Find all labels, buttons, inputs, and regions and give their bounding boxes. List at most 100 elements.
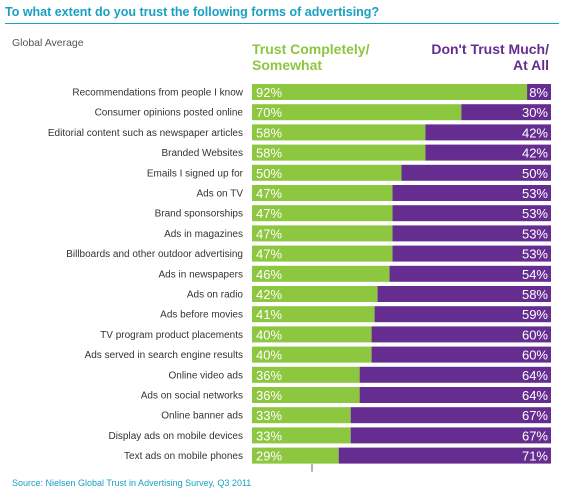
category-label: Recommendations from people I know: [72, 88, 243, 99]
category-label: Ads on social networks: [141, 391, 243, 402]
bar-trust: [252, 326, 372, 343]
category-label: Consumer opinions posted online: [95, 108, 244, 119]
bar-distrust: [527, 84, 551, 100]
bar-distrust: [461, 104, 551, 121]
bar-trust: [252, 104, 462, 121]
value-label-trust: 42%: [256, 287, 282, 302]
value-label-distrust: 8%: [529, 85, 548, 100]
legend-trust: Trust Completely/ Somewhat: [252, 41, 412, 73]
bar-distrust: [389, 265, 551, 282]
legend-distrust-line1: Don't Trust Much/: [431, 41, 549, 57]
value-label-distrust: 64%: [522, 388, 548, 403]
bar-trust: [252, 144, 426, 161]
category-label: Emails I signed up for: [147, 168, 244, 179]
category-label: Billboards and other outdoor advertising: [66, 249, 243, 260]
category-label: Display ads on mobile devices: [108, 431, 243, 442]
value-label-trust: 46%: [256, 267, 282, 282]
bar-trust: [252, 84, 528, 100]
category-label: Text ads on mobile phones: [124, 451, 243, 462]
category-label: Online video ads: [169, 370, 244, 381]
value-label-distrust: 71%: [522, 449, 548, 464]
category-label: Ads served in search engine results: [85, 350, 243, 361]
category-label: Ads before movies: [160, 310, 243, 321]
category-label: Branded Websites: [161, 148, 243, 159]
chart-subtitle: Global Average: [12, 37, 84, 49]
bar-trust: [252, 427, 351, 444]
chart-title: To what extent do you trust the followin…: [5, 5, 380, 19]
category-label: Ads in newspapers: [159, 269, 244, 280]
bar-distrust: [371, 346, 551, 363]
value-label-distrust: 42%: [522, 146, 548, 161]
value-label-trust: 36%: [256, 368, 282, 383]
value-label-trust: 40%: [256, 348, 282, 363]
category-label: Ads on TV: [196, 189, 243, 200]
legend-trust-line1: Trust Completely/: [252, 41, 370, 57]
bar-distrust: [392, 205, 551, 222]
bar-distrust: [377, 286, 551, 302]
bar-trust: [252, 205, 393, 222]
legend-distrust: Don't Trust Much/ At All: [369, 41, 549, 73]
value-label-distrust: 59%: [522, 307, 548, 322]
bar-trust: [252, 286, 378, 302]
value-label-distrust: 42%: [522, 125, 548, 140]
bar-trust: [252, 306, 375, 323]
bar-distrust: [401, 164, 551, 181]
bar-trust: [252, 245, 393, 262]
value-label-distrust: 67%: [522, 408, 548, 423]
bar-trust: [252, 346, 372, 363]
category-label: Ads in magazines: [164, 229, 243, 240]
bar-trust: [252, 265, 390, 282]
category-label: TV program product placements: [100, 330, 243, 341]
value-label-trust: 47%: [256, 186, 282, 201]
value-label-distrust: 53%: [522, 247, 548, 262]
bar-trust: [252, 164, 402, 181]
bar-distrust: [359, 387, 551, 403]
value-label-distrust: 53%: [522, 206, 548, 221]
value-label-trust: 47%: [256, 226, 282, 241]
value-label-trust: 58%: [256, 146, 282, 161]
bar-distrust: [350, 407, 551, 424]
value-label-distrust: 53%: [522, 186, 548, 201]
value-label-trust: 33%: [256, 428, 282, 443]
value-label-trust: 47%: [256, 206, 282, 221]
value-label-trust: 36%: [256, 388, 282, 403]
bar-trust: [252, 447, 339, 464]
bar-distrust: [392, 225, 551, 242]
value-label-trust: 58%: [256, 125, 282, 140]
value-label-trust: 40%: [256, 327, 282, 342]
value-label-trust: 33%: [256, 408, 282, 423]
bar-trust: [252, 387, 360, 403]
bar-trust: [252, 185, 393, 201]
value-label-trust: 50%: [256, 166, 282, 181]
value-label-trust: 29%: [256, 449, 282, 464]
legend-trust-line2: Somewhat: [252, 57, 323, 73]
category-label: Ads on radio: [187, 290, 244, 301]
value-label-distrust: 64%: [522, 368, 548, 383]
value-label-distrust: 30%: [522, 105, 548, 120]
value-label-distrust: 60%: [522, 348, 548, 363]
bar-distrust: [371, 326, 551, 343]
value-label-distrust: 58%: [522, 287, 548, 302]
value-label-trust: 70%: [256, 105, 282, 120]
bar-distrust: [350, 427, 551, 444]
bar-trust: [252, 225, 393, 242]
bar-distrust: [425, 144, 551, 161]
category-label: Brand sponsorships: [155, 209, 243, 220]
value-label-distrust: 54%: [522, 267, 548, 282]
category-label: Online banner ads: [161, 411, 243, 422]
value-label-distrust: 53%: [522, 226, 548, 241]
value-label-distrust: 67%: [522, 428, 548, 443]
source-note: Source: Nielsen Global Trust in Advertis…: [12, 478, 252, 488]
value-label-trust: 41%: [256, 307, 282, 322]
bar-trust: [252, 407, 351, 424]
bar-distrust: [392, 245, 551, 262]
bar-distrust: [374, 306, 551, 323]
title-divider: [5, 23, 559, 24]
value-label-distrust: 50%: [522, 166, 548, 181]
bar-trust: [252, 124, 426, 141]
bar-trust: [252, 366, 360, 383]
category-label: Editorial content such as newspaper arti…: [48, 128, 243, 139]
legend-distrust-line2: At All: [512, 57, 549, 73]
